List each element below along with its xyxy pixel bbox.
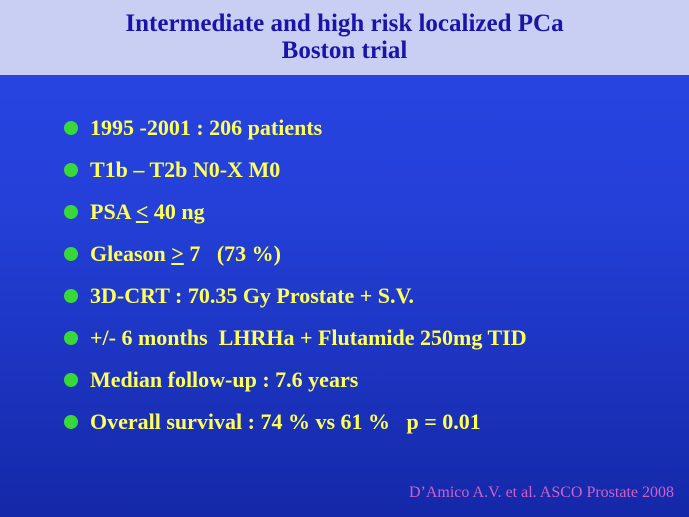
subtitle: Boston trial bbox=[281, 37, 408, 64]
bullet-list: 1995 -2001 : 206 patients T1b – T2b N0-X … bbox=[64, 114, 527, 450]
bullet-dot bbox=[64, 205, 78, 219]
header: Intermediate and high risk localized PCa… bbox=[0, 0, 689, 75]
text: +/- 6 months LHRHa + Flutamide 250mg TID bbox=[90, 325, 527, 350]
underlined-symbol: > bbox=[171, 241, 184, 266]
bullet-dot bbox=[64, 289, 78, 303]
bullet-item: T1b – T2b N0-X M0 bbox=[64, 156, 527, 198]
text: 1995 -2001 : 206 patients bbox=[90, 115, 323, 140]
citation: D’Amico A.V. et al. ASCO Prostate 2008 bbox=[408, 484, 674, 501]
text: PSA bbox=[90, 199, 136, 224]
bullet-text: Median follow-up : 7.6 years bbox=[90, 366, 358, 394]
bullet-item: Overall survival : 74 % vs 61 % p = 0.01 bbox=[64, 408, 527, 450]
text: Overall survival : 74 % vs 61 % p = 0.01 bbox=[90, 409, 481, 434]
bullet-dot bbox=[64, 415, 78, 429]
bullet-text: T1b – T2b N0-X M0 bbox=[90, 156, 280, 184]
text: Gleason bbox=[90, 241, 172, 266]
bullet-dot bbox=[64, 331, 78, 345]
text: 7 (73 %) bbox=[183, 241, 281, 266]
bullet-item: Gleason > 7 (73 %) bbox=[64, 240, 527, 282]
bullet-text: Overall survival : 74 % vs 61 % p = 0.01 bbox=[90, 408, 481, 436]
underlined-symbol: < bbox=[135, 199, 149, 224]
bullet-dot bbox=[64, 163, 78, 177]
title: Intermediate and high risk localized PCa bbox=[125, 10, 564, 37]
bullet-item: 1995 -2001 : 206 patients bbox=[64, 114, 527, 156]
bullet-item: +/- 6 months LHRHa + Flutamide 250mg TID bbox=[64, 324, 527, 366]
bullet-dot bbox=[64, 247, 78, 261]
bullet-item: PSA < 40 ng bbox=[64, 198, 527, 240]
bullet-text: PSA < 40 ng bbox=[90, 198, 205, 226]
bullet-dot bbox=[64, 373, 78, 387]
text: 40 ng bbox=[148, 199, 205, 224]
bullet-item: 3D-CRT : 70.35 Gy Prostate + S.V. bbox=[64, 282, 527, 324]
bullet-text: +/- 6 months LHRHa + Flutamide 250mg TID bbox=[90, 324, 527, 352]
text: Median follow-up : 7.6 years bbox=[90, 367, 359, 392]
bullet-dot bbox=[64, 121, 78, 135]
bullet-text: 3D-CRT : 70.35 Gy Prostate + S.V. bbox=[90, 282, 414, 310]
text: T1b – T2b N0-X M0 bbox=[90, 157, 281, 182]
text: 3D-CRT : 70.35 Gy Prostate + S.V. bbox=[90, 283, 415, 308]
bullet-item: Median follow-up : 7.6 years bbox=[64, 366, 527, 408]
bullet-text: Gleason > 7 (73 %) bbox=[90, 240, 281, 268]
bullet-text: 1995 -2001 : 206 patients bbox=[90, 114, 322, 142]
